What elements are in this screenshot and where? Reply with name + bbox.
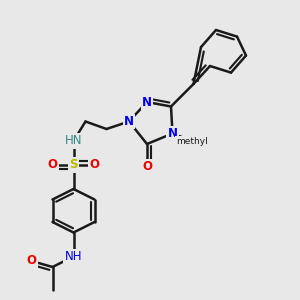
Text: N: N <box>142 95 152 109</box>
Text: NH: NH <box>65 250 82 263</box>
Text: S: S <box>69 158 78 172</box>
Text: HN: HN <box>65 134 82 148</box>
Text: N: N <box>124 115 134 128</box>
Text: O: O <box>47 158 58 172</box>
Text: O: O <box>142 160 152 173</box>
Text: O: O <box>89 158 100 172</box>
Text: N: N <box>167 127 178 140</box>
Text: O: O <box>26 254 37 268</box>
Text: methyl: methyl <box>176 136 208 146</box>
